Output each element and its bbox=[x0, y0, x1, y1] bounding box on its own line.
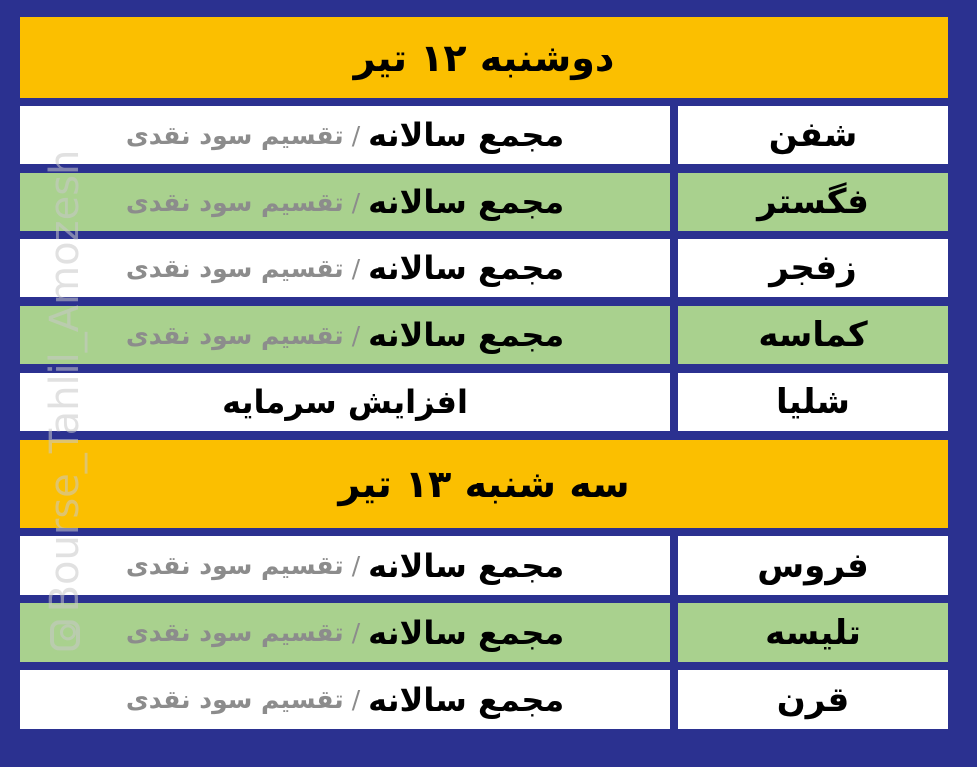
symbol-cell: کماسه bbox=[678, 306, 948, 364]
event-detail: تقسیم سود نقدی bbox=[125, 120, 344, 150]
event-detail: تقسیم سود نقدی bbox=[125, 253, 344, 283]
section-header-monday: دوشنبه ۱۲ تیر bbox=[20, 17, 948, 98]
symbol-cell: فگستر bbox=[678, 173, 948, 231]
separator: / bbox=[351, 685, 361, 714]
event-main: مجمع سالانه bbox=[368, 316, 565, 354]
event-detail: تقسیم سود نقدی bbox=[125, 320, 344, 350]
symbol-cell: تلیسه bbox=[678, 603, 948, 662]
watermark-text: Bourse_Tahlil_Amozesh bbox=[42, 149, 88, 613]
separator: / bbox=[351, 253, 361, 283]
event-cell: مجمع سالانه / تقسیم سود نقدی bbox=[20, 239, 670, 297]
event-main: مجمع سالانه bbox=[368, 249, 565, 287]
separator: / bbox=[351, 320, 361, 350]
event-main: مجمع سالانه bbox=[368, 680, 565, 719]
event-detail: تقسیم سود نقدی bbox=[125, 618, 344, 647]
event-cell: مجمع سالانه / تقسیم سود نقدی bbox=[20, 670, 670, 729]
event-detail: تقسیم سود نقدی bbox=[125, 685, 344, 714]
event-cell: افزایش سرمایه bbox=[20, 373, 670, 431]
separator: / bbox=[351, 120, 361, 150]
event-main: مجمع سالانه bbox=[368, 116, 565, 154]
separator: / bbox=[351, 187, 361, 217]
event-main: مجمع سالانه bbox=[368, 546, 565, 585]
section-header-tuesday: سه شنبه ۱۳ تیر bbox=[20, 440, 948, 528]
symbol-cell: شفن bbox=[678, 106, 948, 164]
event-cell: مجمع سالانه / تقسیم سود نقدی bbox=[20, 603, 670, 662]
event-cell: مجمع سالانه / تقسیم سود نقدی bbox=[20, 536, 670, 595]
symbol-cell: زفجر bbox=[678, 239, 948, 297]
event-detail: تقسیم سود نقدی bbox=[125, 551, 344, 580]
event-cell: مجمع سالانه / تقسیم سود نقدی bbox=[20, 173, 670, 231]
event-main: افزایش سرمایه bbox=[222, 383, 468, 421]
instagram-icon bbox=[50, 620, 80, 651]
watermark: Bourse_Tahlil_Amozesh bbox=[42, 150, 88, 651]
separator: / bbox=[351, 618, 361, 647]
event-detail: تقسیم سود نقدی bbox=[125, 187, 344, 217]
section-title: دوشنبه ۱۲ تیر bbox=[353, 35, 615, 80]
section-title: سه شنبه ۱۳ تیر bbox=[338, 462, 630, 506]
symbol-cell: شلیا bbox=[678, 373, 948, 431]
event-main: مجمع سالانه bbox=[368, 183, 565, 221]
event-cell: مجمع سالانه / تقسیم سود نقدی bbox=[20, 306, 670, 364]
event-main: مجمع سالانه bbox=[368, 613, 565, 652]
event-cell: مجمع سالانه / تقسیم سود نقدی bbox=[20, 106, 670, 164]
symbol-cell: فروس bbox=[678, 536, 948, 595]
separator: / bbox=[351, 551, 361, 580]
symbol-cell: قرن bbox=[678, 670, 948, 729]
